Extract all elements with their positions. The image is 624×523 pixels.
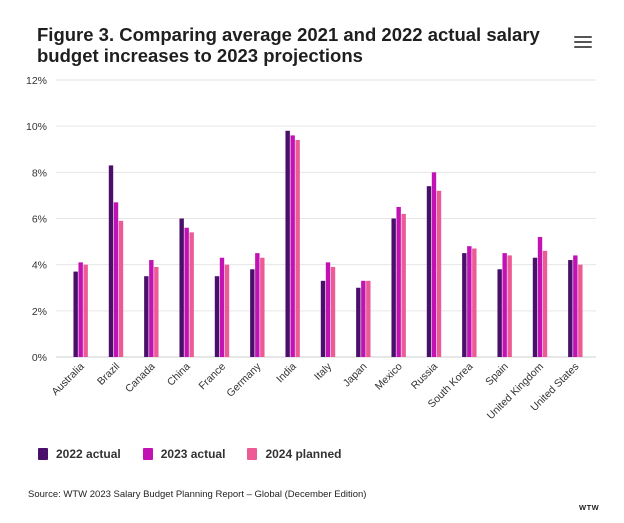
bar-2022-actual-china[interactable]: China 2022 actual: 6% [179, 218, 184, 358]
legend-label: 2022 actual [56, 447, 121, 461]
legend-label: 2024 planned [265, 447, 342, 461]
legend-item-2023-actual[interactable]: 2023 actual [142, 447, 226, 461]
y-tick-label: 2% [32, 306, 47, 318]
bar-2023-actual-south-korea[interactable]: South Korea 2023 actual: 4.8% [467, 246, 472, 357]
bar-2022-actual-germany[interactable]: Germany 2022 actual: 3.8% [250, 269, 255, 357]
bar-2024-planned-australia[interactable]: Australia 2024 planned: 4% [83, 264, 88, 357]
bar-2024-planned-india[interactable]: India 2024 planned: 9.4% [295, 140, 300, 357]
y-tick-label: 10% [26, 121, 47, 133]
bar-2024-planned-brazil[interactable]: Brazil 2024 planned: 5.9% [118, 220, 124, 357]
bar-2024-planned-canada[interactable]: Canada 2024 planned: 3.9% [154, 266, 159, 357]
bar-2022-actual-italy[interactable]: Italy 2022 actual: 3.3% [320, 280, 326, 357]
x-tick-label: France [197, 361, 229, 393]
bar-2023-actual-spain[interactable]: Spain 2023 actual: 4.5% [502, 253, 507, 357]
bar-2024-planned-mexico[interactable]: Mexico 2024 planned: 6.2% [401, 213, 406, 357]
y-tick-label: 8% [32, 167, 47, 179]
bar-2022-actual-canada[interactable]: Canada 2022 actual: 3.5% [144, 276, 149, 357]
x-tick-label: Germany [224, 360, 264, 400]
x-tick-label: Spain [483, 361, 511, 389]
bar-2024-planned-japan[interactable]: Japan 2024 planned: 3.3% [366, 280, 371, 357]
bar-2024-planned-france[interactable]: France 2024 planned: 4% [224, 264, 230, 357]
x-tick-label: Mexico [373, 361, 405, 393]
page-title: Figure 3. Comparing average 2021 and 202… [37, 24, 540, 66]
bar-2024-planned-united-states[interactable]: United States 2024 planned: 4% [578, 264, 583, 357]
legend-swatch [142, 448, 153, 460]
legend-swatch [247, 448, 258, 460]
bar-2022-actual-south-korea[interactable]: South Korea 2022 actual: 4.5% [462, 253, 467, 357]
x-tick-label: India [274, 361, 299, 386]
bar-2022-actual-brazil[interactable]: Brazil 2022 actual: 8.3% [108, 165, 114, 357]
bar-2023-actual-australia[interactable]: Australia 2023 actual: 4.1% [78, 262, 83, 357]
bar-2023-actual-mexico[interactable]: Mexico 2023 actual: 6.5% [396, 206, 401, 357]
bar-2023-actual-united-states[interactable]: United States 2023 actual: 4.4% [573, 255, 578, 357]
bar-2023-actual-russia[interactable]: Russia 2023 actual: 8% [431, 172, 437, 357]
bar-2022-actual-japan[interactable]: Japan 2022 actual: 3% [356, 287, 361, 357]
source-note: Source: WTW 2023 Salary Budget Planning … [28, 489, 367, 500]
bar-chart: 0% 2% 4% 6% 8% 10% 12% Australia 2022 actual: … [26, 75, 596, 422]
bar-2023-actual-china[interactable]: China 2023 actual: 5.6% [184, 227, 189, 357]
bar-2023-actual-germany[interactable]: Germany 2023 actual: 4.5% [255, 253, 260, 357]
bar-2022-actual-australia[interactable]: Australia 2022 actual: 3.7% [73, 271, 78, 357]
bar-2023-actual-france[interactable]: France 2023 actual: 4.3% [219, 257, 225, 357]
y-tick-label: 4% [32, 260, 47, 272]
bar-2022-actual-united-kingdom[interactable]: United Kingdom 2022 actual: 4.3% [532, 257, 538, 357]
bar-2024-planned-south-korea[interactable]: South Korea 2024 planned: 4.7% [472, 248, 477, 357]
legend-label: 2023 actual [160, 447, 226, 461]
legend: 2022 actual 2023 actual 2024 planned [38, 447, 341, 461]
bar-2024-planned-china[interactable]: China 2024 planned: 5.4% [189, 232, 194, 357]
bar-2024-planned-spain[interactable]: Spain 2024 planned: 4.4% [507, 255, 512, 357]
legend-swatch [38, 448, 48, 460]
x-tick-label: Russia [409, 361, 440, 392]
bar-2023-actual-brazil[interactable]: Brazil 2023 actual: 6.7% [113, 202, 119, 357]
bar-2023-actual-canada[interactable]: Canada 2023 actual: 4.2% [149, 260, 154, 357]
legend-item-2022-actual[interactable]: 2022 actual [38, 447, 121, 461]
bar-2022-actual-russia[interactable]: Russia 2022 actual: 7.4% [426, 186, 432, 357]
y-tick-label: 0% [32, 352, 47, 364]
bar-2023-actual-india[interactable]: India 2023 actual: 9.6% [290, 135, 295, 357]
legend-item-2024-planned[interactable]: 2024 planned [247, 447, 341, 461]
bar-2022-actual-france[interactable]: France 2022 actual: 3.5% [214, 276, 220, 357]
x-tick-label: Australia [49, 361, 86, 398]
bar-2024-planned-russia[interactable]: Russia 2024 planned: 7.2% [436, 190, 442, 357]
x-tick-label: Canada [123, 361, 158, 396]
bar-2023-actual-united-kingdom[interactable]: United Kingdom 2023 actual: 5.2% [537, 236, 543, 357]
bar-2023-actual-italy[interactable]: Italy 2023 actual: 4.1% [325, 262, 331, 357]
bar-2022-actual-mexico[interactable]: Mexico 2022 actual: 6% [391, 218, 396, 358]
bar-2022-actual-spain[interactable]: Spain 2022 actual: 3.8% [497, 269, 502, 357]
bar-2024-planned-united-kingdom[interactable]: United Kingdom 2024 planned: 4.6% [542, 250, 548, 357]
bar-2022-actual-india[interactable]: India 2022 actual: 9.8% [285, 130, 290, 357]
x-tick-label: Brazil [95, 361, 122, 388]
x-tick-label: Italy [312, 360, 335, 383]
bar-2022-actual-united-states[interactable]: United States 2022 actual: 4.2% [568, 260, 573, 357]
y-tick-label: 12% [26, 75, 47, 87]
bar-2024-planned-italy[interactable]: Italy 2024 planned: 3.9% [330, 266, 336, 357]
wtw-logo: WTW [579, 503, 600, 512]
y-tick-label: 6% [32, 214, 47, 226]
bar-2023-actual-japan[interactable]: Japan 2023 actual: 3.3% [361, 280, 366, 357]
hamburger-menu-icon[interactable] [574, 36, 592, 50]
x-tick-label: China [165, 361, 193, 389]
x-tick-label: Japan [341, 361, 370, 390]
bar-2024-planned-germany[interactable]: Germany 2024 planned: 4.3% [260, 257, 265, 357]
